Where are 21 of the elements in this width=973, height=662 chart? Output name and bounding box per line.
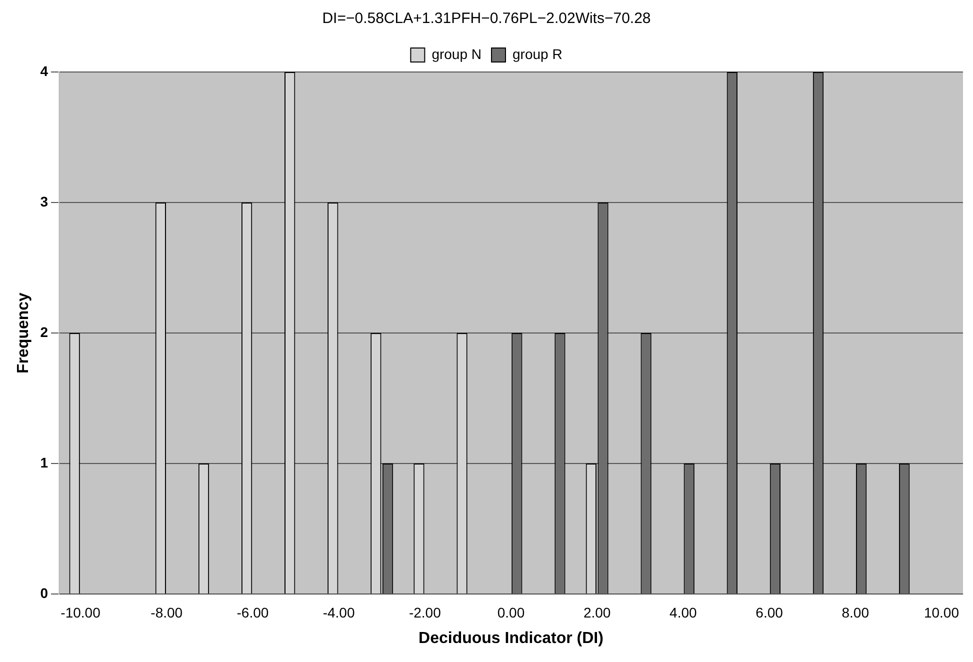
x-tick-label: -2.00: [408, 604, 442, 620]
chart-title: DI=−0.58CLA+1.31PFH−0.76PL−2.02Wits−70.28: [322, 10, 651, 28]
legend-label: group R: [512, 46, 562, 62]
x-tick-label: 0.00: [497, 604, 525, 620]
y-tick-label: 4: [40, 62, 48, 79]
x-tick-label: 8.00: [842, 604, 870, 620]
y-tick-label: 1: [40, 454, 48, 470]
x-tick-label: 4.00: [670, 604, 698, 620]
y-tick-label: 3: [40, 193, 48, 210]
y-axis-title: Frequency: [15, 292, 32, 374]
x-tick-label: -4.00: [322, 604, 355, 620]
x-tick-label: 6.00: [756, 604, 784, 620]
y-tick-label: 0: [40, 584, 48, 601]
y-tick-label: 2: [40, 324, 48, 340]
x-tick-label: -10.00: [60, 604, 101, 620]
x-tick-label: -8.00: [150, 604, 183, 620]
x-tick-label: 10.00: [924, 604, 960, 620]
x-axis-title: Deciduous Indicator (DI): [418, 630, 604, 647]
x-tick-label: -6.00: [236, 604, 269, 620]
legend-label: group N: [432, 46, 482, 62]
x-tick-label: 2.00: [583, 604, 611, 620]
